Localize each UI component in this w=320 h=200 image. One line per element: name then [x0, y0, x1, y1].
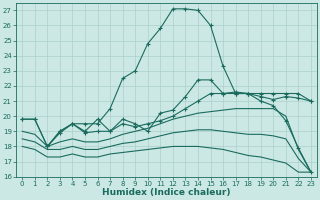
- X-axis label: Humidex (Indice chaleur): Humidex (Indice chaleur): [102, 188, 231, 197]
